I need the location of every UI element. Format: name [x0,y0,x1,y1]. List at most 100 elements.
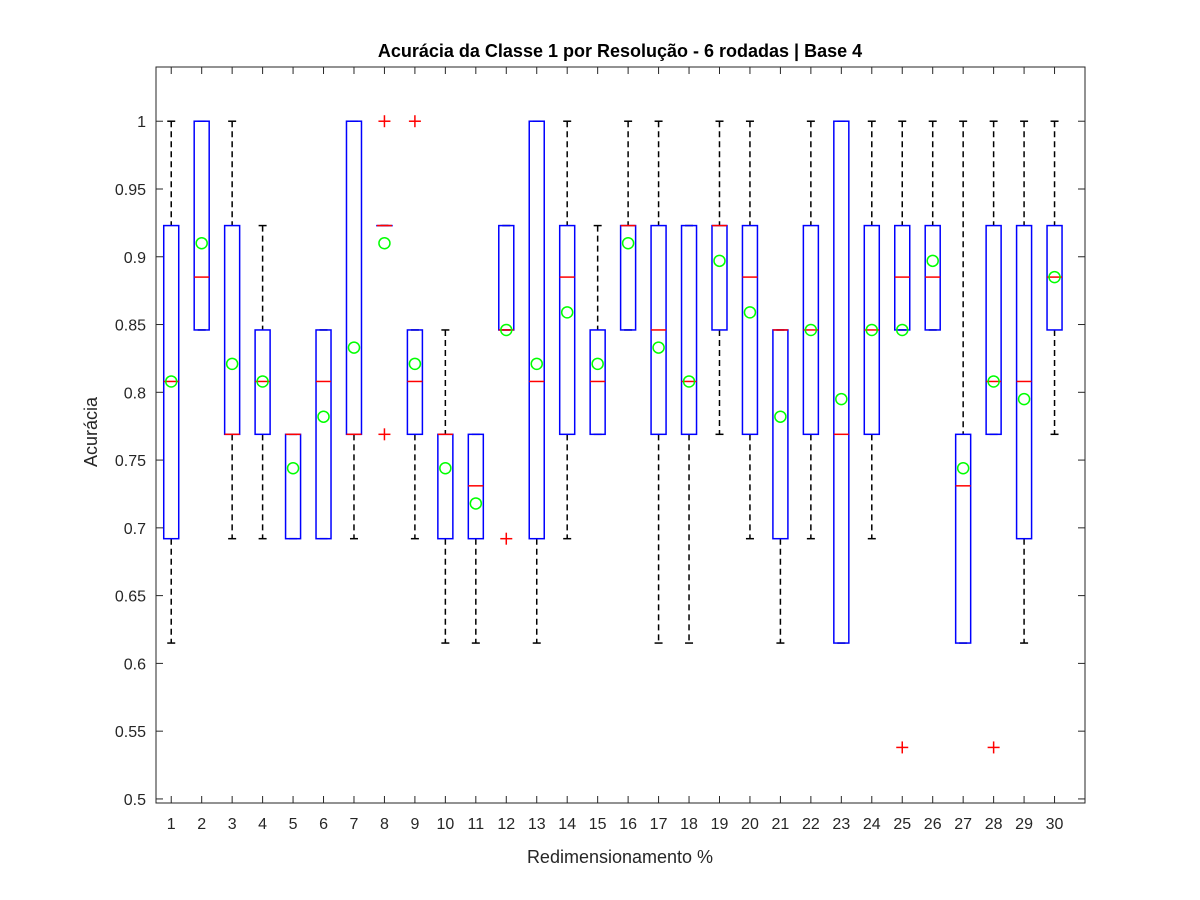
x-tick-label: 27 [954,816,972,833]
box-iqr [772,329,789,540]
mean-marker [774,410,787,423]
x-tick-label: 8 [380,816,389,833]
mean-marker [500,323,513,337]
box-group-7 [345,120,363,540]
mean-marker [317,410,330,423]
mean-marker [865,323,879,337]
box-group-2 [193,120,210,331]
box-group-20 [741,120,759,540]
box-group-6 [315,329,332,540]
y-tick-label: 0.75 [115,453,146,470]
x-tick-label: 18 [680,816,698,833]
y-axis-label: Acurácia [81,396,101,467]
chart-marks [162,115,1063,754]
y-tick-label: 0.9 [124,250,146,267]
mean-marker [804,323,818,337]
mean-marker [1017,392,1031,406]
mean-marker [743,306,757,319]
mean-marker [926,254,939,268]
x-tick-label: 15 [589,816,607,833]
box-group-15 [589,224,606,436]
x-tick-label: 7 [350,816,359,833]
chart-title: Acurácia da Classe 1 por Resolução - 6 r… [378,41,862,61]
y-tick-label: 0.65 [115,589,146,606]
mean-marker [835,392,848,406]
box-group-5 [284,433,302,540]
box-group-11 [467,433,485,644]
box-group-21 [772,329,789,644]
box-iqr [223,224,241,436]
x-tick-label: 5 [289,816,298,833]
box-group-1 [162,120,180,644]
x-tick-label: 17 [650,816,668,833]
mean-marker [895,323,909,337]
mean-marker [713,254,726,268]
box-group-24 [863,120,881,540]
mean-marker [347,341,361,354]
box-iqr [315,329,332,540]
x-tick-label: 20 [741,816,759,833]
y-tick-label: 0.5 [124,792,146,809]
mean-marker [225,357,239,371]
x-tick-label: 3 [228,816,237,833]
x-tick-label: 2 [197,816,206,833]
box-group-29 [1015,120,1033,644]
x-tick-label: 19 [711,816,729,833]
box-group-16 [619,120,637,331]
box-iqr [711,224,728,331]
mean-marker [195,236,208,250]
box-group-3 [223,120,241,540]
box-group-27 [954,120,972,644]
y-tick-label: 0.7 [124,521,146,538]
box-iqr [193,120,210,331]
x-tick-label: 23 [832,816,850,833]
box-group-18 [680,224,698,644]
mean-marker [621,236,635,250]
mean-marker [286,461,300,475]
box-group-8 [376,115,393,441]
mean-marker [408,357,422,371]
mean-marker [591,357,604,371]
box-group-30 [1046,120,1063,436]
x-tick-label: 22 [802,816,820,833]
x-tick-label: 6 [319,816,328,833]
mean-marker [256,375,269,388]
mean-marker [682,375,696,388]
x-tick-label: 25 [893,816,911,833]
box-group-13 [528,120,545,644]
y-tick-label: 0.8 [124,385,146,402]
box-group-4 [254,224,271,540]
x-tick-label: 16 [619,816,637,833]
x-tick-label: 21 [772,816,790,833]
box-iqr [528,120,545,540]
box-group-12 [498,224,515,545]
box-group-25 [893,120,911,754]
mean-marker [987,375,1000,388]
mean-marker [1048,270,1061,284]
x-tick-label: 4 [258,816,267,833]
box-group-19 [711,120,728,436]
box-group-10 [437,329,454,644]
box-iqr [741,224,759,436]
box-iqr [954,433,972,644]
box-iqr [345,120,363,436]
box-group-17 [650,120,667,644]
x-tick-label: 28 [985,816,1003,833]
box-group-9 [406,115,424,540]
mean-marker [378,236,391,250]
x-tick-label: 24 [863,816,881,833]
x-tick-label: 26 [924,816,942,833]
mean-marker [652,341,665,354]
x-tick-label: 1 [167,816,176,833]
box-group-26 [924,120,941,331]
x-tick-label: 14 [558,816,576,833]
box-group-14 [558,120,576,540]
x-tick-label: 10 [436,816,454,833]
box-group-28 [985,120,1002,754]
box-iqr [437,433,454,540]
axes-frame [155,66,1086,804]
y-tick-label: 0.95 [115,182,146,199]
mean-marker [956,461,970,475]
